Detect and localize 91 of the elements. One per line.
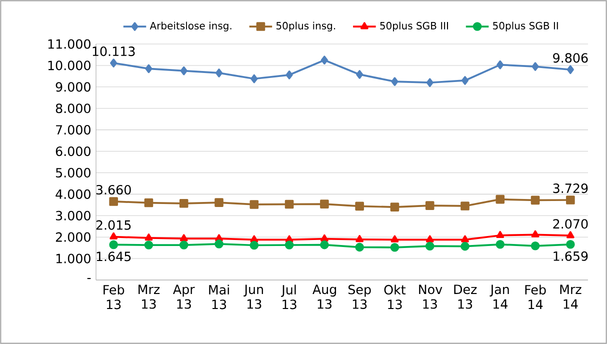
x-tick-label: Sep 13 [348, 284, 371, 309]
legend-label: Arbeitslose insg. [150, 22, 232, 32]
point [109, 197, 118, 206]
x-tick-label: Jun 13 [244, 284, 263, 309]
point [179, 199, 188, 208]
point [144, 198, 154, 208]
y-tick-label: 6.000 [56, 146, 90, 156]
point [250, 240, 259, 250]
point [530, 196, 540, 205]
point [496, 230, 504, 238]
point [356, 70, 364, 79]
data-label: 2.070 [553, 219, 588, 229]
point [355, 202, 364, 211]
point [530, 241, 540, 250]
point [180, 66, 188, 76]
y-tick-label: 9.000 [56, 82, 90, 92]
data-label: 2.015 [96, 220, 131, 230]
legend-label: 50plus insg. [276, 22, 336, 32]
point [144, 234, 153, 241]
point [566, 65, 574, 74]
point [390, 235, 399, 242]
data-label: 3.660 [96, 184, 131, 195]
x-tick-label: Mrz 14 [560, 284, 582, 309]
point [179, 240, 188, 250]
point [460, 242, 470, 251]
y-tick-label: 1.000 [56, 254, 90, 264]
x-tick-label: Aug 13 [312, 284, 336, 309]
point [320, 240, 329, 250]
point [425, 201, 434, 210]
point [145, 64, 152, 74]
data-label: 1.645 [96, 252, 131, 262]
point [250, 74, 258, 84]
point [214, 198, 224, 207]
point [390, 202, 400, 212]
point [496, 60, 504, 70]
data-label: 9.806 [553, 53, 588, 63]
y-tick-label: 11.000 [48, 39, 90, 49]
legend-label: 50plus SGB II [493, 22, 558, 32]
x-tick-label: Mai 13 [209, 284, 229, 310]
legend-label: 50plus SGB III [380, 22, 448, 32]
point [566, 231, 574, 238]
x-tick-label: Okt 13 [384, 284, 406, 310]
point [214, 240, 224, 248]
point [426, 78, 434, 88]
point [496, 240, 505, 249]
y-tick-label: 3.000 [56, 210, 90, 220]
x-tick-label: Dez 13 [454, 284, 477, 309]
point [566, 240, 575, 249]
x-tick-label: Nov 13 [419, 284, 442, 309]
point [110, 232, 118, 240]
point [320, 200, 329, 208]
point [532, 62, 539, 71]
point [460, 202, 470, 210]
point [284, 240, 294, 250]
point [110, 58, 118, 68]
y-tick-label: 7.000 [56, 125, 90, 135]
point [425, 242, 434, 251]
point [320, 56, 328, 64]
y-tick-label: 10.000 [48, 60, 90, 70]
point [284, 200, 294, 209]
x-tick-label: Mrz 13 [138, 284, 160, 309]
data-label: 10.113 [92, 46, 135, 56]
point [531, 230, 540, 238]
point [566, 196, 575, 204]
data-label: 3.729 [553, 183, 588, 194]
point [180, 234, 188, 242]
point [461, 235, 469, 242]
x-tick-label: Jan 14 [490, 284, 509, 309]
point [391, 77, 398, 86]
x-tick-label: Feb 13 [104, 284, 124, 310]
point [250, 200, 259, 209]
point [144, 240, 154, 250]
point [496, 194, 505, 204]
y-tick-label: 4.000 [56, 189, 90, 199]
x-tick-label: Feb 14 [525, 284, 546, 309]
data-label: 1.659 [554, 251, 588, 261]
x-tick-label: Apr 13 [173, 284, 195, 309]
point [356, 235, 364, 242]
y-tick-label: - [87, 278, 91, 280]
point [286, 70, 293, 80]
y-tick-label: 2.000 [56, 232, 90, 242]
point [215, 68, 223, 78]
y-tick-label: 8.000 [56, 104, 90, 114]
point [355, 242, 364, 252]
point [461, 76, 469, 85]
y-tick-label: 5.000 [56, 168, 90, 178]
point [426, 235, 434, 242]
x-tick-label: Jul 13 [281, 284, 296, 310]
point [109, 240, 118, 250]
point [320, 234, 328, 242]
point [390, 242, 400, 252]
